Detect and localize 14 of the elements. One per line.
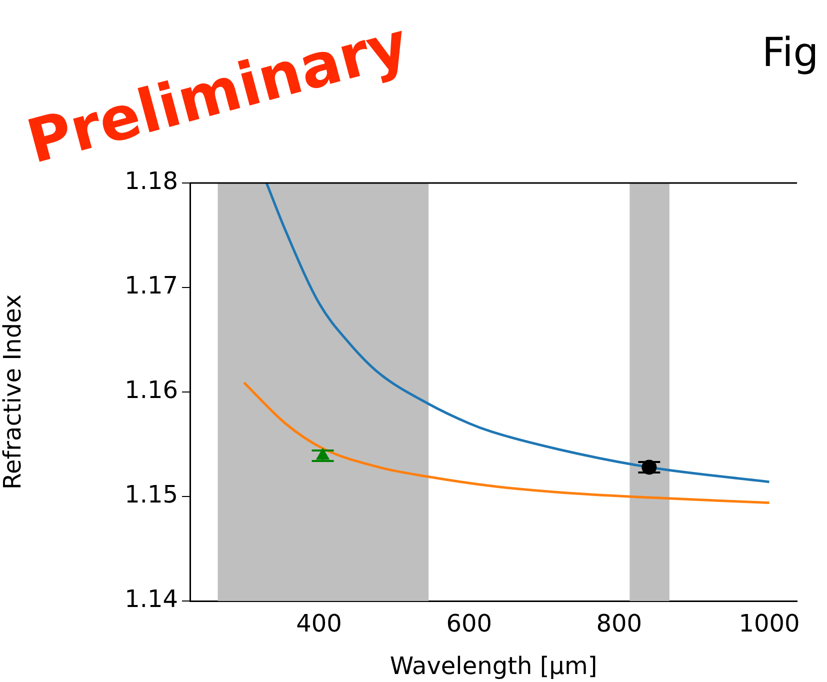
y-tick-label: 1.17	[124, 272, 178, 300]
y-tick-label: 1.14	[124, 585, 178, 614]
x-tick-label: 1000	[738, 610, 800, 638]
line-series	[265, 183, 770, 484]
chart-title: Fig	[762, 30, 819, 76]
y-tick-label: 1.15	[124, 480, 178, 509]
x-tick-label: 600	[446, 610, 492, 638]
x-tick-label: 400	[296, 610, 342, 638]
line-series	[242, 381, 770, 504]
x-axis-title: Wavelength [μm]	[390, 652, 598, 680]
x-tick-label: 800	[596, 610, 642, 638]
y-axis-title: Refractive Index	[0, 294, 27, 490]
y-tick-label: 1.16	[124, 376, 178, 404]
y-tick-label: 1.18	[124, 167, 178, 196]
